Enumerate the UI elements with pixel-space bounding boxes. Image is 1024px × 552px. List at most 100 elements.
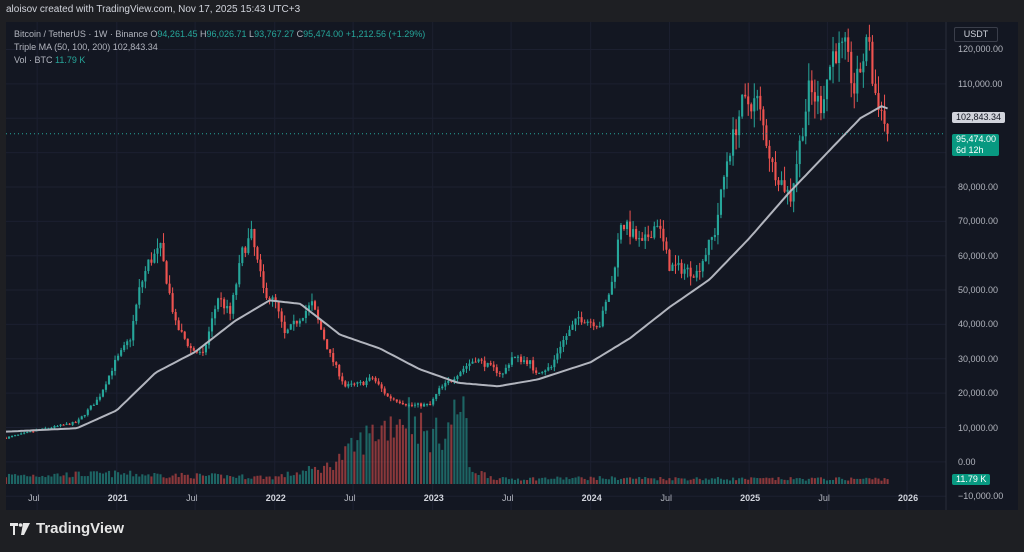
- candle-body: [571, 324, 574, 330]
- candle-body: [26, 431, 29, 433]
- volume-bar: [641, 478, 644, 484]
- candle-body: [56, 425, 59, 427]
- ma-value: 102,843.34: [112, 42, 158, 52]
- volume-bar: [259, 475, 262, 484]
- symbol-name[interactable]: Bitcoin / TetherUS · 1W · Binance: [14, 29, 148, 39]
- volume-bar: [877, 478, 880, 484]
- candle-body: [831, 51, 835, 67]
- moving-average-line: [6, 105, 888, 433]
- candle-body: [513, 356, 517, 358]
- legend-ma-row[interactable]: Triple MA (50, 100, 200) 102,843.34: [14, 41, 425, 54]
- candle-body: [17, 434, 20, 436]
- candle-body: [659, 225, 662, 229]
- candle-body: [101, 389, 105, 397]
- volume-bar: [129, 470, 132, 484]
- candle-body: [129, 340, 132, 342]
- candle-body: [107, 375, 111, 385]
- volume-bar: [374, 441, 377, 484]
- candle-body: [774, 162, 777, 181]
- last-price-tag: 95,474.00 6d 12h: [952, 134, 999, 156]
- candle-body: [886, 123, 889, 134]
- volume-bar: [804, 480, 807, 484]
- volume-bar: [856, 478, 859, 484]
- candle-body: [426, 403, 429, 405]
- volume-bar: [698, 478, 701, 484]
- volume-bar: [386, 440, 389, 484]
- legend-symbol-row[interactable]: Bitcoin / TetherUS · 1W · Binance O94,26…: [14, 28, 425, 41]
- candle-body: [383, 388, 386, 394]
- volume-bar: [635, 478, 638, 484]
- candle-body: [677, 262, 680, 266]
- volume-bar: [192, 478, 195, 484]
- chart-panel[interactable]: [6, 22, 1018, 510]
- volume-bar: [380, 425, 383, 484]
- candlestick-chart[interactable]: [6, 22, 1018, 510]
- volume-bar: [692, 478, 695, 484]
- volume-label[interactable]: Vol · BTC: [14, 55, 53, 65]
- volume-bar: [438, 443, 441, 484]
- candle-body: [680, 262, 683, 274]
- ma-label[interactable]: Triple MA (50, 100, 200): [14, 42, 111, 52]
- volume-bar: [713, 478, 716, 484]
- candle-body: [198, 351, 201, 353]
- volume-bar: [828, 480, 832, 484]
- volume-bar: [507, 479, 510, 484]
- candle-body: [725, 161, 729, 177]
- volume-bar: [29, 476, 32, 484]
- currency-button[interactable]: USDT: [954, 27, 998, 42]
- candle-body: [456, 376, 459, 379]
- close-label: C: [296, 29, 304, 39]
- candle-body: [586, 321, 589, 324]
- volume-bar: [459, 411, 462, 484]
- candle-body: [647, 234, 650, 238]
- tradingview-logo[interactable]: TradingView: [10, 520, 124, 537]
- candle-body: [722, 176, 726, 190]
- volume-bar: [304, 470, 307, 484]
- candle-body: [386, 393, 389, 397]
- candle-body: [641, 238, 644, 241]
- volume-bar: [180, 472, 183, 484]
- volume-bar: [95, 471, 98, 484]
- candle-body: [507, 364, 510, 368]
- candle-body: [625, 221, 629, 230]
- candle-body: [656, 225, 659, 227]
- candle-body: [295, 320, 298, 324]
- candle-body: [662, 228, 665, 242]
- volume-bar: [162, 477, 165, 484]
- time-axis-label: 2022: [265, 493, 286, 503]
- candle-body: [395, 399, 398, 402]
- volume-bar: [495, 480, 498, 484]
- volume-bar: [226, 475, 229, 484]
- price-axis-label: 30,000.00: [958, 353, 999, 364]
- volume-bar: [622, 478, 626, 484]
- volume-bar: [510, 478, 513, 484]
- volume-bar: [83, 476, 86, 484]
- candle-body: [850, 51, 853, 84]
- volume-bar: [23, 474, 26, 484]
- volume-bar: [50, 476, 53, 484]
- candle-body: [828, 66, 832, 80]
- volume-bar: [638, 477, 641, 484]
- legend-volume-row[interactable]: Vol · BTC 11.79 K: [14, 54, 425, 67]
- candle-body: [756, 95, 759, 99]
- volume-bar: [574, 477, 577, 484]
- candle-body: [635, 229, 638, 240]
- candle-body: [159, 242, 162, 249]
- volume-bar: [117, 472, 120, 484]
- candle-body: [329, 349, 332, 353]
- volume-bar: [868, 478, 871, 484]
- volume-bar: [398, 419, 401, 484]
- high-value: 96,026.71: [206, 29, 247, 39]
- candle-body: [495, 367, 498, 373]
- candle-body: [316, 309, 320, 320]
- volume-bar: [256, 475, 259, 484]
- time-axis-label: Jul: [502, 493, 514, 503]
- candle-body: [310, 301, 314, 306]
- volume-bar: [156, 473, 159, 484]
- volume-bar: [671, 480, 674, 484]
- candle-body: [810, 80, 813, 93]
- candle-body: [344, 381, 347, 387]
- volume-bar: [244, 479, 247, 484]
- candle-body: [632, 229, 635, 237]
- volume-bar: [416, 443, 420, 484]
